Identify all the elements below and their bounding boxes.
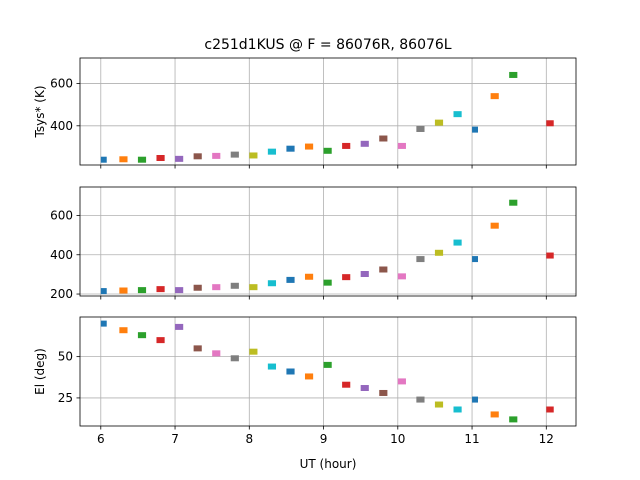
y-tick-label: 200: [50, 287, 73, 301]
axes-frame: [79, 186, 577, 297]
x-tick-label: 11: [464, 432, 479, 446]
x-tick-label: 12: [539, 432, 554, 446]
y-tick-label: 25: [58, 391, 73, 405]
axes-frame: [79, 316, 577, 427]
y-axis-label: El (deg): [33, 348, 47, 395]
chart-title: c251d1KUS @ F = 86076R, 86076L: [204, 37, 451, 53]
x-axis-label: UT (hour): [300, 457, 357, 471]
panel-2: 200 400 600: [50, 186, 577, 301]
y-tick-label: 400: [50, 119, 73, 133]
x-tick-label: 10: [390, 432, 405, 446]
y-tick-label: 600: [50, 208, 73, 222]
panel-3: 6 7 8 9 10 11 12 25 50 El (deg): [33, 316, 577, 446]
y-tick-label: 400: [50, 248, 73, 262]
y-tick-label: 600: [50, 76, 73, 90]
y-tick-label: 50: [58, 350, 73, 364]
x-tick-label: 6: [97, 432, 105, 446]
axes-frame: [79, 57, 577, 166]
x-tick-label: 7: [171, 432, 179, 446]
x-tick-label: 8: [245, 432, 253, 446]
y-axis-label: Tsys* (K): [33, 86, 47, 139]
x-tick-label: 9: [320, 432, 328, 446]
